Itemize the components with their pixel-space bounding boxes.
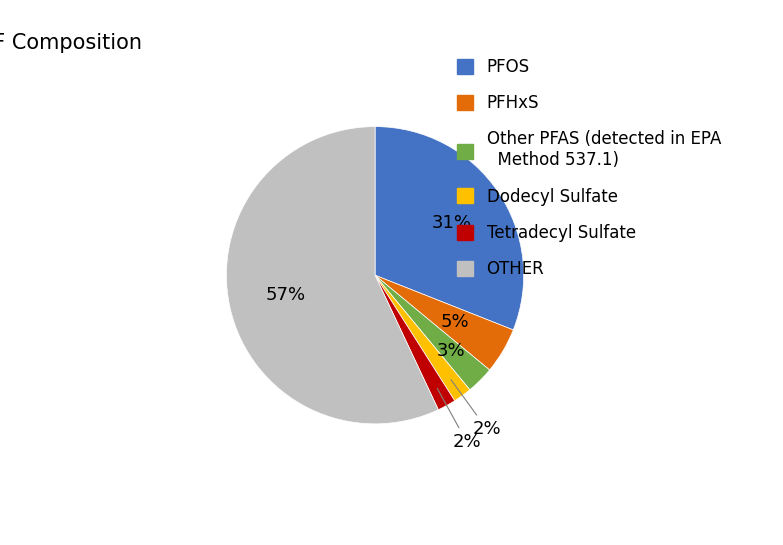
Text: 31%: 31% [431,214,471,232]
Wedge shape [375,275,470,401]
Text: 2%: 2% [437,389,481,451]
Wedge shape [375,275,455,410]
Wedge shape [375,275,489,390]
Wedge shape [226,126,438,424]
Wedge shape [375,275,513,370]
Text: AFFF Composition: AFFF Composition [0,33,143,53]
Text: 5%: 5% [440,313,469,331]
Legend: PFOS, PFHxS, Other PFAS (detected in EPA
  Method 537.1), Dodecyl Sulfate, Tetra: PFOS, PFHxS, Other PFAS (detected in EPA… [452,53,726,283]
Text: 2%: 2% [451,380,501,438]
Text: 57%: 57% [265,286,305,304]
Wedge shape [375,126,524,330]
Text: 3%: 3% [436,342,465,360]
